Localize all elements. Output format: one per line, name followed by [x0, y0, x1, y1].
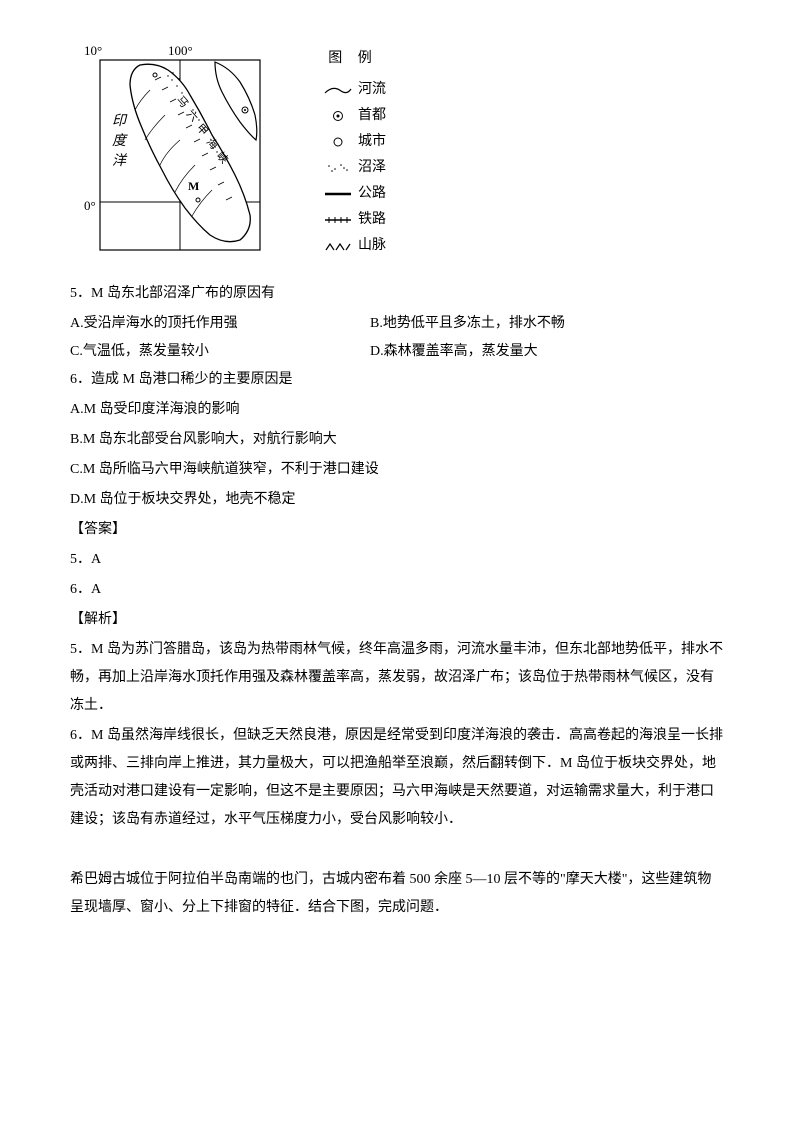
legend-title: 图 例: [320, 45, 386, 73]
explain-heading: 【解析】: [70, 606, 723, 634]
q6-opt-b: B.M 岛东北部受台风影响大，对航行影响大: [70, 426, 723, 454]
explain-6: 6．M 岛虽然海岸线很长，但缺乏天然良港，原因是经常受到印度洋海浪的袭击．高高卷…: [70, 722, 723, 834]
map-figure: 10° 100° 0°: [80, 40, 280, 270]
answer-6: 6．A: [70, 576, 723, 604]
svg-text:洋: 洋: [112, 153, 128, 169]
legend-item-road: 公路: [320, 183, 386, 205]
legend-item-swamp: 沼泽: [320, 157, 386, 179]
legend-item-mountain: 山脉: [320, 235, 386, 257]
q5-opt-b: B.地势低平且多冻土，排水不畅: [370, 310, 565, 338]
q6-stem: 6．造成 M 岛港口稀少的主要原因是: [70, 366, 723, 394]
q5-row-ab: A.受沿岸海水的顶托作用强 B.地势低平且多冻土，排水不畅: [70, 310, 723, 338]
legend-item-city: 城市: [320, 131, 386, 153]
legend-item-capital: 首都: [320, 105, 386, 127]
q5-opt-a: A.受沿岸海水的顶托作用强: [70, 310, 370, 338]
map-legend: 图 例 河流 首都 城市 沼泽 公路 铁路 山脉: [320, 45, 386, 261]
lon-label: 100°: [168, 43, 193, 58]
q5-row-cd: C.气温低，蒸发量较小 D.森林覆盖率高，蒸发量大: [70, 338, 723, 366]
intro-text: 希巴姆古城位于阿拉伯半岛南端的也门，古城内密布着 500 余座 5—10 层不等…: [70, 866, 723, 922]
peninsula-outline: [215, 62, 257, 140]
q6-opt-c: C.M 岛所临马六甲海峡航道狭窄，不利于港口建设: [70, 456, 723, 484]
q5-stem: 5．M 岛东北部沼泽广布的原因有: [70, 280, 723, 308]
explain-5: 5．M 岛为苏门答腊岛，该岛为热带雨林气候，终年高温多雨，河流水量丰沛，但东北部…: [70, 636, 723, 720]
svg-text:印: 印: [112, 113, 128, 129]
q6-opt-a: A.M 岛受印度洋海浪的影响: [70, 396, 723, 424]
svg-text:度: 度: [112, 133, 128, 149]
legend-item-river: 河流: [320, 79, 386, 101]
svg-text:M: M: [188, 179, 199, 193]
answer-5: 5．A: [70, 546, 723, 574]
q5-opt-c: C.气温低，蒸发量较小: [70, 338, 370, 366]
q6-opt-d: D.M 岛位于板块交界处，地壳不稳定: [70, 486, 723, 514]
map-legend-row: 10° 100° 0°: [80, 40, 723, 270]
legend-item-rail: 铁路: [320, 209, 386, 231]
lat-bottom-label: 0°: [84, 198, 96, 213]
q5-opt-d: D.森林覆盖率高，蒸发量大: [370, 338, 538, 366]
answer-heading: 【答案】: [70, 516, 723, 544]
lat-top-label: 10°: [84, 43, 102, 58]
